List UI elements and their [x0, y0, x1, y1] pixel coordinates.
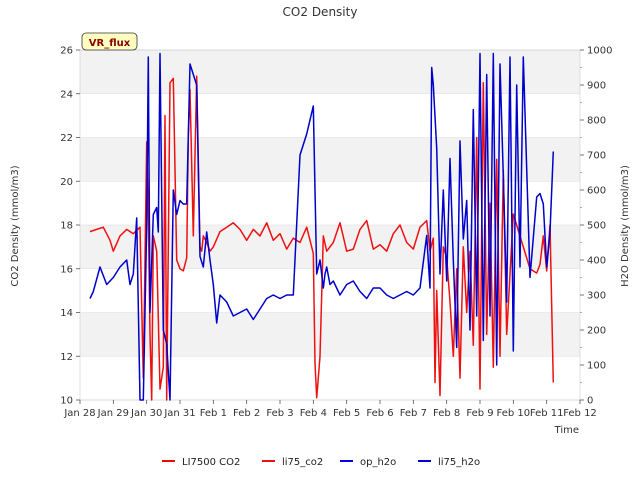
y-tick-label: 26	[60, 46, 73, 57]
y2-tick-label: 300	[587, 291, 606, 302]
y2-tick-label: 200	[587, 326, 606, 337]
y-axis-right: 0 100 200 300 400 500 600 700 800 900 1000	[580, 46, 612, 407]
y-tick-label: 12	[60, 352, 73, 363]
y-tick-label: 16	[60, 264, 73, 275]
x-tick-label: Feb 5	[333, 408, 360, 419]
x-tick-label: Feb 11	[530, 408, 564, 419]
x-tick-label: Feb 2	[233, 408, 260, 419]
y2-tick-label: 100	[587, 361, 606, 372]
chart-title: CO2 Density	[283, 5, 358, 19]
background-band	[80, 312, 580, 357]
x-tick-label: Feb 12	[563, 408, 597, 419]
y-axis-left: 10 12 14 16 18 20 22 24 26	[60, 46, 80, 407]
x-axis: Jan 28 Jan 29 Jan 30 Jan 31 Feb 1 Feb 2 Feb 3 F…	[63, 400, 597, 419]
site-badge: VR_flux	[81, 32, 138, 51]
y-tick-label: 10	[60, 396, 73, 407]
y2-tick-label: 900	[587, 81, 606, 92]
x-tick-label: Feb 4	[300, 408, 327, 419]
y-tick-label: 22	[60, 133, 73, 144]
x-tick-label: Feb 9	[466, 408, 493, 419]
y-tick-label: 18	[60, 221, 73, 232]
y-axis-label: CO2 Density (mmol/m3)	[10, 165, 21, 286]
y2-tick-label: 0	[587, 396, 593, 407]
x-axis-label: Time	[554, 425, 579, 436]
y2-tick-label: 1000	[587, 46, 612, 57]
x-tick-label: Feb 8	[433, 408, 460, 419]
site-badge-label: VR_flux	[89, 38, 131, 49]
x-tick-label: Feb 1	[200, 408, 227, 419]
x-tick-label: Feb 3	[266, 408, 293, 419]
y2-tick-label: 500	[587, 221, 606, 232]
x-tick-label: Feb 7	[400, 408, 427, 419]
y2-tick-label: 800	[587, 116, 606, 127]
legend: LI7500 CO2 li75_co2 op_h2o li75_h2o	[162, 457, 480, 468]
series-layer	[89, 52, 555, 401]
background-band	[80, 137, 580, 182]
x-tick-label: Jan 31	[163, 408, 195, 419]
legend-label: li75_h2o	[438, 457, 480, 468]
y-tick-label: 14	[60, 308, 73, 319]
background-band	[80, 93, 580, 138]
x-tick-label: Jan 29	[97, 408, 129, 419]
legend-label: li75_co2	[282, 457, 323, 468]
background-band	[80, 50, 580, 94]
y2-tick-label: 600	[587, 186, 606, 197]
x-tick-label: Feb 10	[497, 408, 531, 419]
legend-label: op_h2o	[360, 457, 396, 468]
series-line-li75-h2o	[89, 52, 555, 401]
x-tick-label: Jan 30	[130, 408, 162, 419]
x-tick-label: Feb 6	[366, 408, 393, 419]
x-tick-label: Jan 28	[63, 408, 95, 419]
y-tick-label: 20	[60, 177, 73, 188]
y2-tick-label: 400	[587, 256, 606, 267]
y2-tick-label: 700	[587, 151, 606, 162]
y-tick-label: 24	[60, 89, 73, 100]
legend-label: LI7500 CO2	[182, 457, 240, 468]
y2-axis-label: H2O Density (mmol/m3)	[620, 165, 631, 287]
background-band	[80, 356, 580, 400]
